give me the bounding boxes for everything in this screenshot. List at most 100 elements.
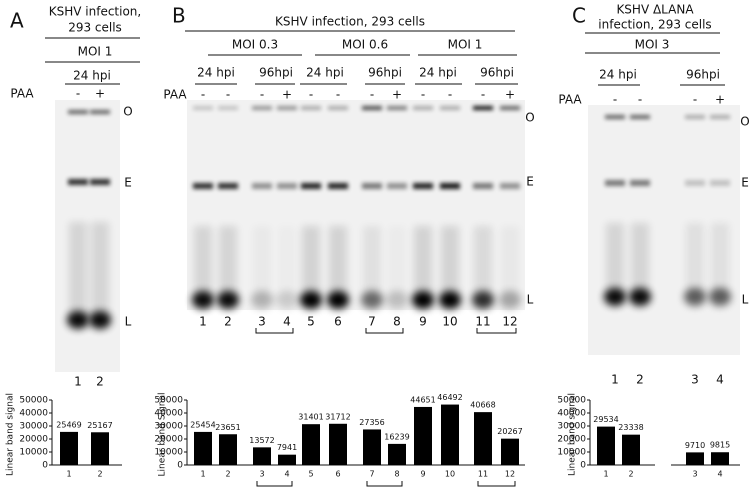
- hpi-label: 24 hpi: [599, 68, 637, 82]
- category-bracket: [256, 481, 293, 487]
- value-label: 13572: [249, 436, 274, 445]
- lane-number: 8: [393, 315, 401, 329]
- value-label: 9815: [710, 441, 730, 450]
- x-tick-label: 1: [200, 470, 205, 479]
- panel-title: KSHV infection,: [49, 5, 141, 19]
- y-tick-label: 10000: [19, 448, 48, 458]
- bar: [441, 404, 459, 465]
- band-label: E: [741, 176, 749, 190]
- gel-band: [387, 106, 407, 110]
- category-bracket: [366, 481, 403, 487]
- bar: [60, 431, 78, 465]
- gel-band: [605, 115, 625, 119]
- bar: [278, 454, 296, 465]
- gel-band: [412, 291, 434, 309]
- gel-smear: [194, 226, 212, 300]
- bar: [363, 429, 381, 465]
- paa-label: PAA: [163, 88, 187, 102]
- x-tick-label: 2: [225, 470, 230, 479]
- band-label: O: [123, 105, 132, 119]
- gel-band: [710, 115, 730, 119]
- x-tick-label: 3: [692, 470, 697, 479]
- paa-sign: +: [392, 88, 402, 102]
- band-label: O: [525, 111, 534, 125]
- gel-band: [193, 183, 213, 189]
- gel-band: [440, 106, 460, 110]
- bar: [388, 443, 406, 465]
- lane-number: 11: [475, 315, 490, 329]
- lane-number: 1: [74, 375, 82, 389]
- panel-letter: A: [10, 9, 24, 33]
- bar: [501, 438, 519, 465]
- y-tick-label: 50000: [557, 396, 586, 406]
- gel-band: [473, 106, 493, 110]
- band-label: L: [125, 315, 132, 329]
- y-axis-label: Linear band signal: [568, 393, 578, 476]
- lane-number: 2: [96, 375, 104, 389]
- lane-number: 4: [716, 373, 724, 387]
- value-label: 27356: [359, 418, 384, 427]
- paa-sign: -: [336, 88, 340, 102]
- y-tick-label: 40000: [557, 409, 586, 419]
- gel-smear: [501, 226, 519, 300]
- y-tick-label: 20000: [19, 435, 48, 445]
- y-tick-label: 50000: [19, 396, 48, 406]
- gel-band: [68, 179, 88, 185]
- moi-label: MOI 1: [448, 38, 483, 52]
- value-label: 46492: [437, 393, 462, 402]
- gel-band: [300, 291, 322, 309]
- gel-band: [192, 291, 214, 309]
- lane-number: 4: [283, 315, 291, 329]
- gel-band: [709, 288, 731, 306]
- paa-sign: -: [448, 88, 452, 102]
- gel-band: [327, 291, 349, 309]
- gel-band: [387, 183, 407, 189]
- bar: [711, 452, 729, 465]
- bar: [91, 432, 109, 465]
- moi-label: MOI 1: [78, 45, 113, 59]
- gel-band: [328, 106, 348, 110]
- band-label: O: [740, 115, 749, 129]
- paa-sign: -: [370, 88, 374, 102]
- gel-band: [362, 106, 382, 110]
- gel-band: [90, 110, 110, 114]
- bar: [474, 412, 492, 465]
- value-label: 25469: [56, 420, 81, 429]
- value-label: 25167: [87, 421, 112, 430]
- paa-sign: -: [309, 88, 313, 102]
- band-label: E: [124, 176, 132, 190]
- gel-smear: [302, 226, 320, 300]
- gel-band: [685, 180, 705, 186]
- lane-bracket: [365, 328, 404, 334]
- panel-title: 293 cells: [68, 21, 122, 35]
- lane-number: 3: [691, 373, 699, 387]
- y-tick-label: 0: [580, 461, 586, 471]
- paa-sign: -: [693, 93, 697, 107]
- bar: [302, 424, 320, 465]
- y-tick-label: 50000: [154, 396, 183, 406]
- gel-band: [413, 183, 433, 189]
- lane-number: 2: [636, 373, 644, 387]
- hpi-label: 24 hpi: [73, 69, 111, 83]
- value-label: 20267: [497, 427, 522, 436]
- bar: [414, 406, 432, 465]
- gel-image: [55, 100, 120, 372]
- y-axis-label: Linear band Signal: [158, 393, 168, 477]
- x-tick-label: 2: [628, 470, 633, 479]
- bar: [253, 447, 271, 465]
- y-tick-label: 40000: [19, 409, 48, 419]
- hpi-label: 24 hpi: [306, 66, 344, 80]
- gel-band: [277, 183, 297, 189]
- panel-title: infection, 293 cells: [598, 18, 711, 32]
- paa-sign: +: [505, 88, 515, 102]
- lane-number: 5: [307, 315, 315, 329]
- gel-band: [439, 291, 461, 309]
- value-label: 16239: [384, 432, 409, 441]
- lane-number: 6: [334, 315, 342, 329]
- gel-smear: [441, 226, 459, 300]
- gel-band: [251, 291, 273, 309]
- gel-band: [629, 288, 651, 306]
- hpi-label: 96hpi: [259, 66, 293, 80]
- hpi-label: 96hpi: [480, 66, 514, 80]
- gel-band: [473, 183, 493, 189]
